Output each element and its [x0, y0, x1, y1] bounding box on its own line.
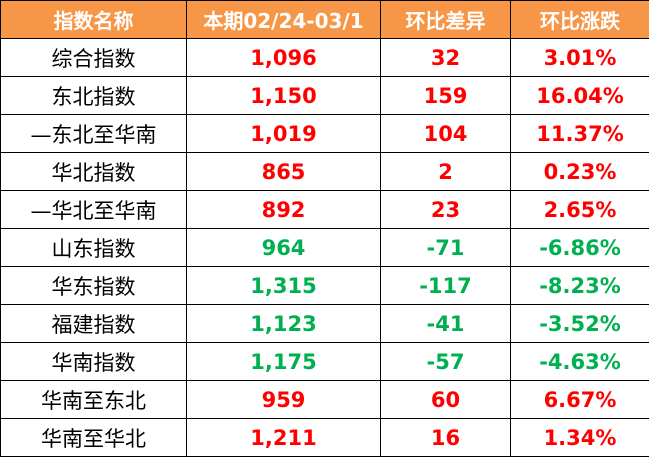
index-name: 华南至华北 — [0, 418, 187, 457]
value-cell: 1,175 — [186, 342, 381, 381]
value-cell: 11.37% — [510, 114, 649, 153]
value-cell: 1,315 — [186, 266, 381, 305]
value-cell: 3.01% — [510, 38, 649, 77]
value-cell: 2 — [380, 152, 511, 191]
value-cell: 1,150 — [186, 76, 381, 115]
value-cell: 60 — [380, 380, 511, 419]
value-cell: 0.23% — [510, 152, 649, 191]
value-cell: -8.23% — [510, 266, 649, 305]
value-cell: 32 — [380, 38, 511, 77]
value-cell: 865 — [186, 152, 381, 191]
header-row: 指数名称 本期02/24-03/1 环比差异 环比涨跌 — [0, 0, 649, 39]
value-cell: 1,123 — [186, 304, 381, 343]
value-cell: -41 — [380, 304, 511, 343]
header-cell: 环比差异 — [380, 0, 511, 39]
index-name: 山东指数 — [0, 228, 187, 267]
value-cell: 959 — [186, 380, 381, 419]
value-cell: 16.04% — [510, 76, 649, 115]
value-cell: 2.65% — [510, 190, 649, 229]
value-cell: -57 — [380, 342, 511, 381]
table-row: 华南指数 1,175 -57 -4.63% — [0, 342, 649, 381]
value-cell: 1,211 — [186, 418, 381, 457]
index-name: 东北指数 — [0, 76, 187, 115]
value-cell: 1,096 — [186, 38, 381, 77]
value-cell: 16 — [380, 418, 511, 457]
table-row: —东北至华南 1,019 104 11.37% — [0, 114, 649, 153]
table-row: 东北指数 1,150 159 16.04% — [0, 76, 649, 115]
index-name: 综合指数 — [0, 38, 187, 77]
value-cell: -4.63% — [510, 342, 649, 381]
value-cell: 159 — [380, 76, 511, 115]
table-row: 综合指数 1,096 32 3.01% — [0, 38, 649, 77]
index-name: 华北指数 — [0, 152, 187, 191]
value-cell: 23 — [380, 190, 511, 229]
index-name: 华南至东北 — [0, 380, 187, 419]
header-cell: 指数名称 — [0, 0, 187, 39]
index-name: —华北至华南 — [0, 190, 187, 229]
table-row: 华东指数 1,315 -117 -8.23% — [0, 266, 649, 305]
value-cell: 1,019 — [186, 114, 381, 153]
table-body: 综合指数 1,096 32 3.01% 东北指数 1,150 159 16.04% —东北至华南… — [0, 38, 649, 457]
table-row: 华南至华北 1,211 16 1.34% — [0, 418, 649, 457]
index-name: 福建指数 — [0, 304, 187, 343]
table-row: —华北至华南 892 23 2.65% — [0, 190, 649, 229]
value-cell: 964 — [186, 228, 381, 267]
value-cell: -6.86% — [510, 228, 649, 267]
header-cell: 环比涨跌 — [510, 0, 649, 39]
index-name: —东北至华南 — [0, 114, 187, 153]
table-row: 山东指数 964 -71 -6.86% — [0, 228, 649, 267]
value-cell: 104 — [380, 114, 511, 153]
value-cell: 892 — [186, 190, 381, 229]
index-name: 华南指数 — [0, 342, 187, 381]
table-row: 华北指数 865 2 0.23% — [0, 152, 649, 191]
value-cell: -71 — [380, 228, 511, 267]
table-row: 华南至东北 959 60 6.67% — [0, 380, 649, 419]
value-cell: 1.34% — [510, 418, 649, 457]
table-row: 福建指数 1,123 -41 -3.52% — [0, 304, 649, 343]
value-cell: -3.52% — [510, 304, 649, 343]
index-name: 华东指数 — [0, 266, 187, 305]
value-cell: -117 — [380, 266, 511, 305]
header-cell: 本期02/24-03/1 — [186, 0, 381, 39]
value-cell: 6.67% — [510, 380, 649, 419]
